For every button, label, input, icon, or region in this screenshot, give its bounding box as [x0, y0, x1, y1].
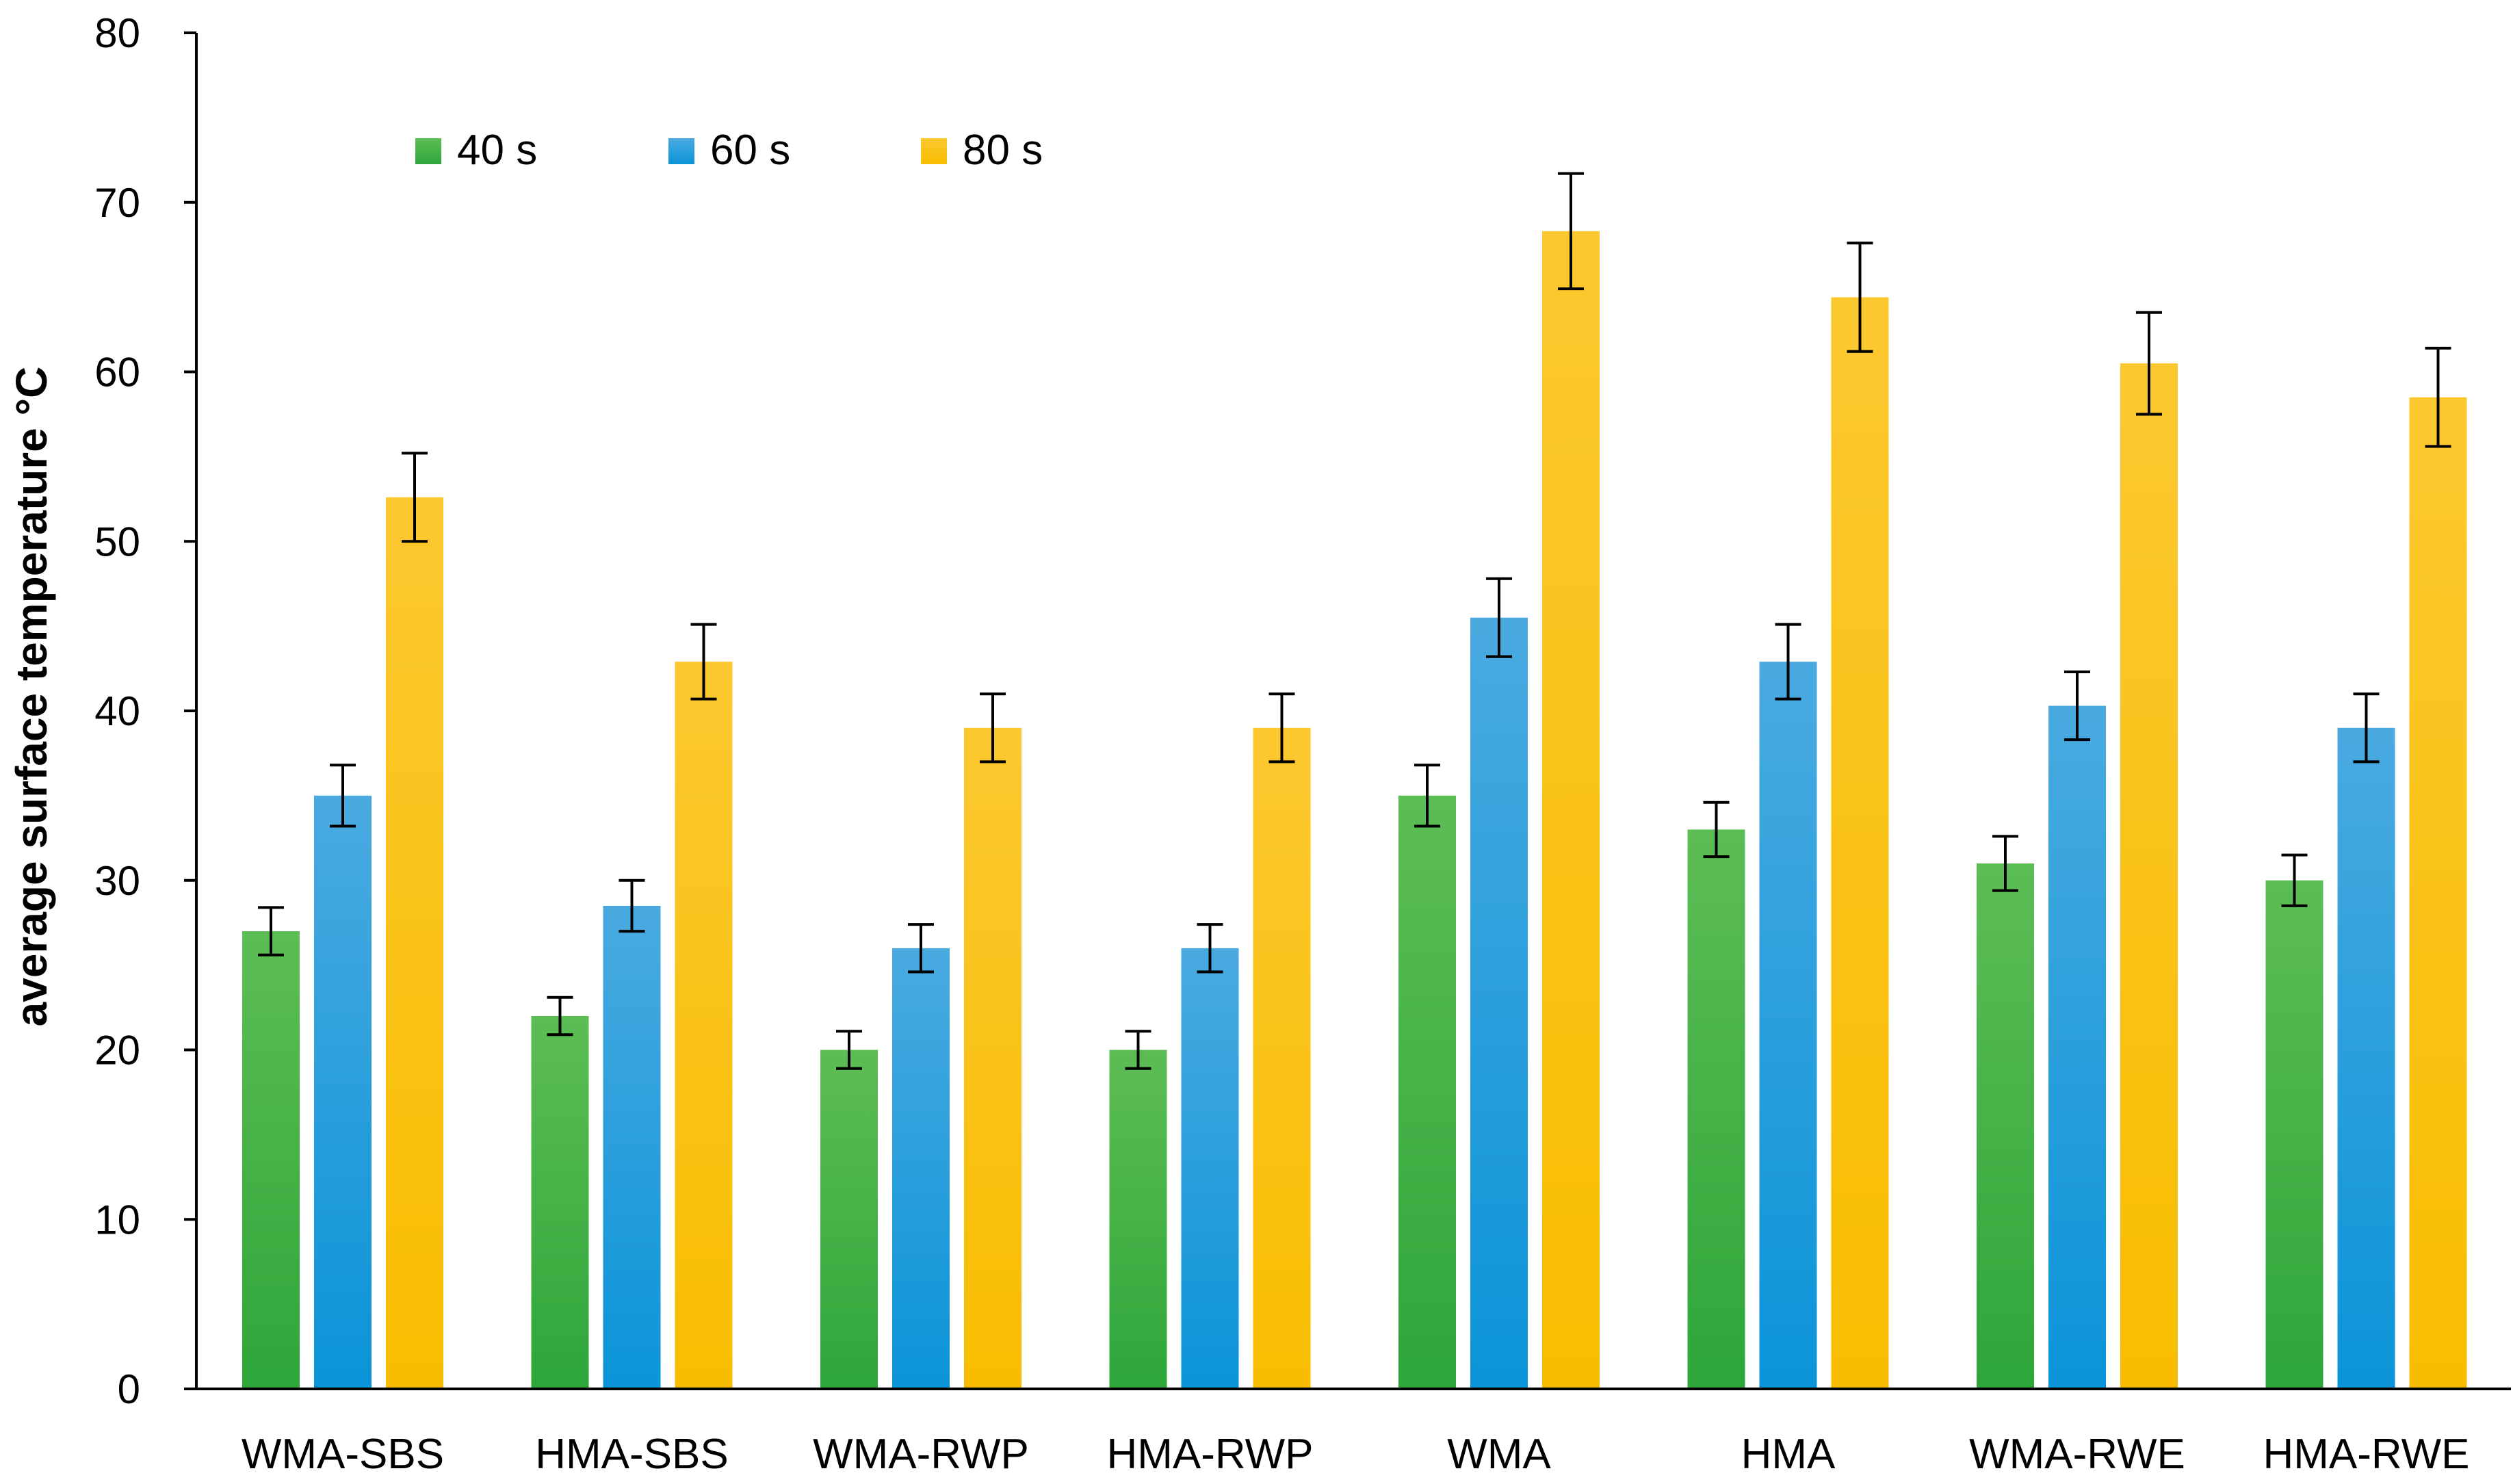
error-bar-hma-rwp-60s [1197, 923, 1223, 974]
error-bar-wma-sbs-60s [330, 764, 356, 828]
y-tick-label: 0 [118, 1366, 140, 1412]
error-bar-hma-60s [1775, 623, 1801, 701]
bar-wma-sbs-80s [386, 497, 443, 1390]
y-tick-label: 70 [94, 180, 140, 226]
legend-label: 80 s [963, 127, 1043, 174]
y-tick-label: 60 [94, 350, 140, 395]
error-bar-hma-rwp-40s [1125, 1030, 1151, 1070]
bar-wma-rwp-60s [892, 948, 950, 1389]
legend-swatch [921, 138, 947, 164]
error-bar-hma-rwp-80s [1268, 692, 1295, 764]
error-bar-wma-rwp-40s [836, 1030, 862, 1070]
error-bar-hma-rwe-80s [2425, 346, 2451, 448]
axes-layer: 0 10 20 30 40 50 60 70 80 WMA-SBS HMA-SBS WMA-RWP HM… [94, 10, 2511, 1478]
bar-hma-60s [1759, 662, 1817, 1389]
error-bar-wma-rwe-60s [2064, 671, 2090, 742]
bar-hma-rwp-60s [1181, 948, 1239, 1389]
error-bar-hma-40s [1703, 800, 1730, 859]
bar-wma-rwe-80s [2120, 363, 2178, 1389]
bar-hma-rwe-60s [2337, 727, 2395, 1389]
error-bar-wma-sbs-40s [258, 906, 284, 956]
bar-wma-rwp-40s [820, 1050, 878, 1389]
bars-layer [242, 231, 2467, 1390]
bar-hma-rwe-80s [2409, 397, 2467, 1389]
x-category-label: HMA-RWE [2263, 1431, 2470, 1478]
bar-hma-rwp-40s [1109, 1050, 1167, 1389]
legend-item-60s: 60 s [668, 127, 790, 174]
bar-hma-80s [1831, 297, 1889, 1389]
error-bar-wma-60s [1486, 577, 1512, 658]
error-bar-wma-rwe-40s [1992, 835, 2018, 892]
legend-label: 60 s [710, 127, 790, 174]
bar-wma-40s [1398, 795, 1456, 1389]
legend-item-80s: 80 s [921, 127, 1043, 174]
legend: 40 s 60 s 80 s [415, 127, 1043, 174]
bar-hma-sbs-60s [603, 905, 661, 1389]
x-category-label: HMA-RWP [1107, 1431, 1314, 1478]
error-bar-wma-rwp-60s [908, 923, 934, 974]
y-tick-label: 20 [94, 1028, 140, 1073]
error-bar-hma-80s [1847, 242, 1873, 353]
error-bar-hma-sbs-60s [619, 878, 645, 933]
error-bar-wma-rwp-80s [980, 692, 1006, 764]
bar-wma-rwe-40s [1977, 863, 2034, 1389]
x-category-label: HMA [1741, 1431, 1836, 1478]
bar-wma-60s [1470, 617, 1528, 1389]
error-bar-wma-sbs-80s [402, 452, 428, 543]
y-tick-label: 50 [94, 519, 140, 564]
error-bar-wma-40s [1414, 764, 1440, 828]
error-bar-wma-rwe-80s [2136, 311, 2162, 416]
x-category-label: WMA [1447, 1431, 1551, 1478]
x-category-label: WMA-RWP [813, 1431, 1029, 1478]
error-bar-wma-80s [1558, 172, 1584, 291]
x-category-label: WMA-RWE [1969, 1431, 2185, 1478]
error-bar-hma-rwe-40s [2281, 853, 2308, 907]
bar-hma-rwe-40s [2265, 880, 2323, 1389]
error-bars-layer [258, 172, 2451, 1070]
bar-wma-sbs-40s [242, 931, 300, 1389]
bar-wma-sbs-60s [314, 795, 372, 1389]
bar-wma-rwp-80s [964, 727, 1021, 1389]
bar-hma-40s [1687, 829, 1745, 1389]
y-axis-title: average surface temperature °C [7, 367, 56, 1027]
x-category-label: WMA-SBS [242, 1431, 444, 1478]
x-category-label: HMA-SBS [535, 1431, 728, 1478]
error-bar-hma-rwe-60s [2353, 692, 2380, 764]
bar-hma-sbs-40s [531, 1015, 589, 1389]
error-bar-hma-sbs-80s [690, 623, 717, 701]
bar-wma-rwe-60s [2048, 705, 2106, 1389]
y-tick-label: 30 [94, 858, 140, 904]
legend-label: 40 s [457, 127, 537, 174]
y-tick-label: 40 [94, 688, 140, 734]
legend-swatch [415, 138, 441, 164]
bar-wma-80s [1542, 231, 1600, 1390]
legend-swatch [668, 138, 694, 164]
bar-hma-sbs-80s [675, 662, 733, 1389]
error-bar-hma-sbs-40s [547, 995, 573, 1037]
legend-item-40s: 40 s [415, 127, 537, 174]
y-tick-label: 80 [94, 10, 140, 56]
bar-hma-rwp-80s [1253, 727, 1311, 1389]
y-tick-label: 10 [94, 1197, 140, 1242]
